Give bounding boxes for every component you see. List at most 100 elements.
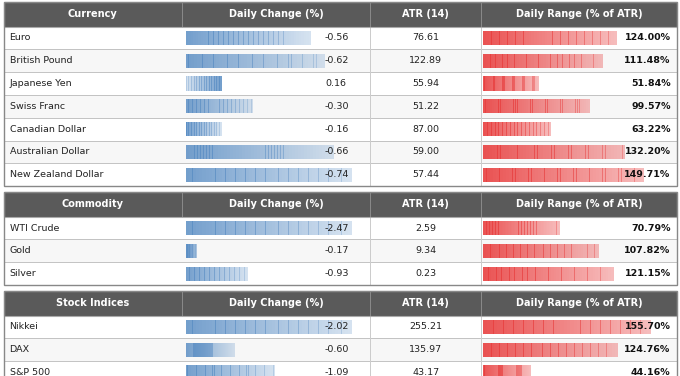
- Bar: [499, 168, 503, 182]
- Bar: [511, 99, 513, 114]
- Bar: [246, 365, 249, 376]
- Bar: [201, 267, 202, 280]
- Bar: [545, 99, 547, 114]
- Bar: [216, 54, 219, 68]
- Bar: [511, 365, 512, 376]
- Bar: [604, 320, 607, 334]
- Bar: [500, 122, 501, 136]
- Bar: [641, 168, 644, 182]
- Bar: [510, 343, 513, 357]
- Bar: [507, 99, 509, 114]
- Bar: [202, 168, 206, 182]
- Bar: [483, 31, 486, 45]
- Bar: [245, 145, 248, 159]
- Bar: [269, 168, 272, 182]
- Bar: [271, 365, 273, 376]
- Bar: [531, 76, 532, 91]
- Bar: [186, 122, 188, 136]
- Bar: [517, 145, 520, 159]
- Bar: [235, 221, 239, 235]
- Bar: [505, 54, 507, 68]
- Bar: [503, 365, 505, 376]
- Bar: [256, 31, 258, 45]
- Bar: [569, 343, 572, 357]
- Bar: [485, 365, 486, 376]
- Bar: [233, 145, 236, 159]
- Bar: [239, 168, 242, 182]
- Bar: [558, 54, 560, 68]
- Bar: [345, 168, 348, 182]
- Bar: [499, 365, 500, 376]
- Bar: [586, 54, 589, 68]
- Bar: [218, 365, 220, 376]
- Bar: [273, 365, 275, 376]
- Bar: [219, 168, 222, 182]
- Bar: [550, 221, 552, 235]
- Bar: [607, 343, 609, 357]
- Bar: [224, 54, 228, 68]
- Bar: [260, 365, 263, 376]
- Bar: [568, 31, 571, 45]
- Bar: [509, 122, 511, 136]
- Bar: [588, 343, 591, 357]
- Bar: [269, 54, 272, 68]
- Bar: [221, 145, 224, 159]
- Bar: [186, 168, 189, 182]
- Bar: [262, 320, 265, 334]
- Bar: [188, 343, 190, 357]
- Bar: [238, 31, 241, 45]
- Bar: [512, 54, 515, 68]
- Bar: [483, 76, 485, 91]
- Bar: [239, 221, 242, 235]
- Bar: [541, 168, 545, 182]
- Bar: [258, 54, 261, 68]
- Bar: [525, 267, 528, 280]
- Bar: [555, 221, 556, 235]
- Bar: [617, 145, 619, 159]
- Text: -0.60: -0.60: [324, 345, 349, 354]
- Bar: [348, 221, 352, 235]
- Text: Australian Dollar: Australian Dollar: [10, 147, 89, 156]
- Bar: [493, 320, 497, 334]
- Text: -0.17: -0.17: [324, 246, 349, 255]
- Bar: [285, 320, 289, 334]
- Text: Canadian Dollar: Canadian Dollar: [10, 124, 86, 133]
- Bar: [199, 122, 200, 136]
- Bar: [222, 221, 226, 235]
- Text: S&P 500: S&P 500: [10, 368, 50, 376]
- Bar: [295, 221, 299, 235]
- Bar: [513, 244, 516, 258]
- Bar: [198, 267, 200, 280]
- Bar: [505, 343, 508, 357]
- Bar: [507, 221, 509, 235]
- Bar: [536, 54, 539, 68]
- Bar: [560, 145, 563, 159]
- Bar: [188, 343, 189, 357]
- Bar: [550, 320, 554, 334]
- Bar: [230, 54, 233, 68]
- Bar: [210, 122, 211, 136]
- Bar: [268, 365, 270, 376]
- Bar: [198, 76, 199, 91]
- Bar: [226, 31, 228, 45]
- Bar: [554, 168, 558, 182]
- Bar: [214, 122, 215, 136]
- Bar: [566, 99, 569, 114]
- Bar: [3, 95, 677, 118]
- Bar: [539, 54, 541, 68]
- Bar: [534, 76, 536, 91]
- Bar: [199, 54, 203, 68]
- Text: Euro: Euro: [10, 33, 31, 42]
- Bar: [302, 221, 305, 235]
- Bar: [243, 31, 246, 45]
- Bar: [497, 244, 500, 258]
- Bar: [512, 221, 514, 235]
- Bar: [575, 343, 577, 357]
- Bar: [252, 54, 256, 68]
- Bar: [537, 99, 539, 114]
- Bar: [206, 145, 209, 159]
- Bar: [218, 267, 220, 280]
- Bar: [619, 145, 623, 159]
- Bar: [497, 221, 498, 235]
- Bar: [187, 267, 188, 280]
